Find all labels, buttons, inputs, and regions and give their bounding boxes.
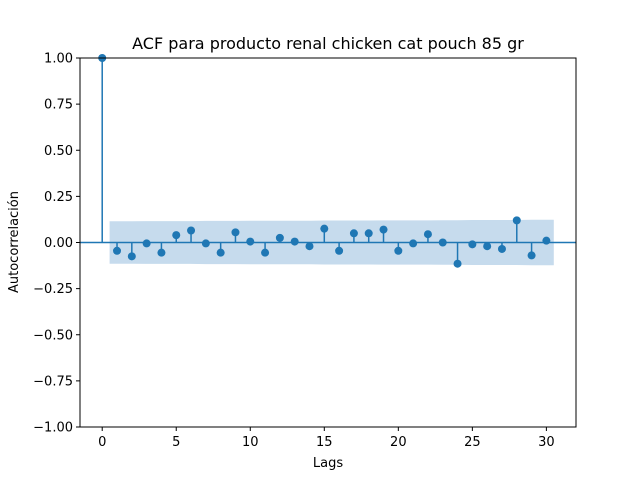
y-tick-label: 0.25 — [44, 190, 73, 205]
acf-point — [290, 237, 299, 246]
acf-point — [364, 229, 373, 238]
acf-point — [335, 246, 344, 255]
acf-point — [409, 239, 418, 248]
x-tick-label: 30 — [538, 435, 555, 450]
y-tick-label: 0.75 — [44, 98, 73, 113]
acf-point — [423, 230, 432, 239]
acf-point — [349, 229, 358, 238]
acf-point — [216, 248, 225, 257]
acf-point — [483, 242, 492, 251]
acf-point — [127, 252, 136, 261]
acf-point — [187, 226, 196, 235]
x-tick-label: 5 — [172, 435, 180, 450]
acf-point — [394, 246, 403, 255]
y-tick-label: −0.50 — [33, 328, 73, 343]
y-axis-title: Autocorrelación — [7, 191, 22, 293]
x-tick-label: 10 — [242, 435, 259, 450]
acf-point — [172, 231, 181, 240]
y-tick-label: −1.00 — [33, 421, 73, 436]
acf-point — [231, 228, 240, 237]
acf-point — [157, 248, 166, 257]
chart-title: ACF para producto renal chicken cat pouc… — [132, 34, 524, 53]
acf-point — [261, 248, 270, 257]
acf-point — [542, 236, 551, 245]
acf-point — [142, 239, 151, 248]
acf-point — [527, 251, 536, 260]
acf-point — [113, 246, 122, 255]
acf-point — [320, 224, 329, 233]
acf-point — [438, 238, 447, 247]
acf-point — [201, 239, 210, 248]
acf-point — [512, 216, 521, 225]
x-tick-label: 15 — [316, 435, 333, 450]
y-tick-label: −0.75 — [33, 374, 73, 389]
x-tick-label: 25 — [464, 435, 481, 450]
acf-point — [497, 244, 506, 253]
stem-layer — [98, 54, 551, 268]
acf-point — [246, 237, 255, 246]
x-tick-label: 0 — [98, 435, 106, 450]
acf-point — [275, 233, 284, 242]
y-tick-label: 0.50 — [44, 144, 73, 159]
y-tick-label: 0.00 — [44, 236, 73, 251]
acf-point — [305, 242, 314, 251]
y-tick-label: 1.00 — [44, 52, 73, 67]
acf-point — [468, 240, 477, 249]
y-tick-label: −0.25 — [33, 282, 73, 297]
acf-point — [453, 259, 462, 268]
x-axis-title: Lags — [313, 456, 343, 471]
acf-point — [379, 225, 388, 234]
x-tick-label: 20 — [390, 435, 407, 450]
x-axis-ticks: 0 5 10 15 20 25 30 — [98, 427, 555, 450]
y-axis-ticks: −1.00 −0.75 −0.50 −0.25 0.00 0.25 0.50 0.75 1.00 — [33, 52, 80, 436]
